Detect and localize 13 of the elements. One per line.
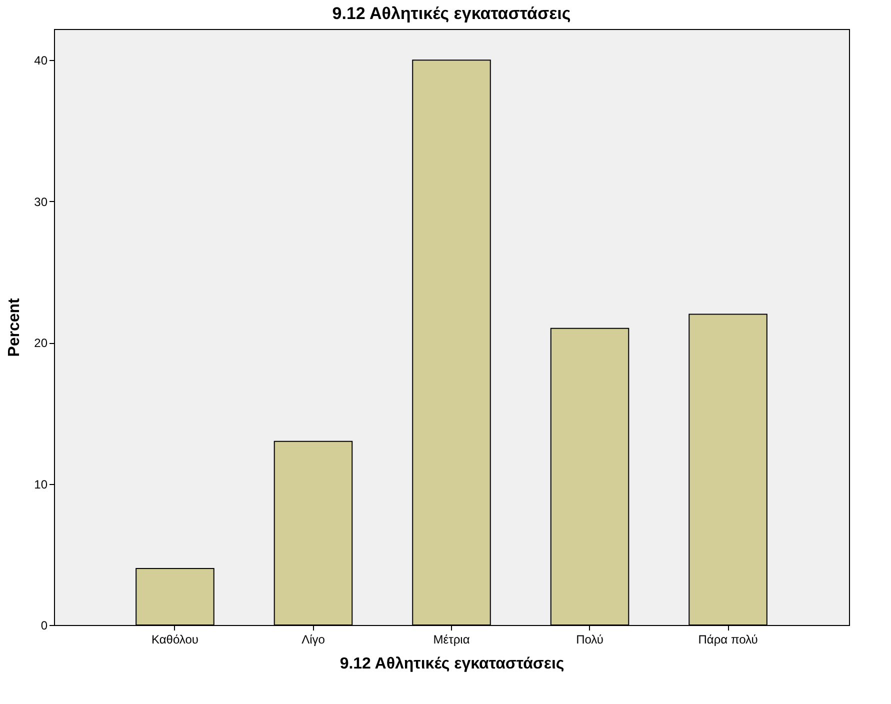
chart-title: 9.12 Αθλητικές εγκαταστάσεις	[332, 4, 571, 23]
x-tick-label: Καθόλου	[151, 632, 198, 646]
x-tick-label: Πολύ	[576, 632, 604, 646]
x-tick-label: Μέτρια	[433, 632, 470, 646]
y-tick-label: 20	[34, 336, 48, 350]
y-tick-label: 0	[40, 618, 48, 632]
y-tick-label: 40	[34, 54, 48, 68]
x-axis-title: 9.12 Αθλητικές εγκαταστάσεις	[340, 656, 564, 672]
y-tick-label: 10	[34, 477, 48, 492]
x-tick-label: Λίγο	[302, 632, 326, 646]
x-tick-label: Πάρα πολύ	[698, 632, 758, 646]
y-axis-title: Percent	[6, 297, 24, 357]
y-tick-label: 30	[34, 194, 48, 209]
